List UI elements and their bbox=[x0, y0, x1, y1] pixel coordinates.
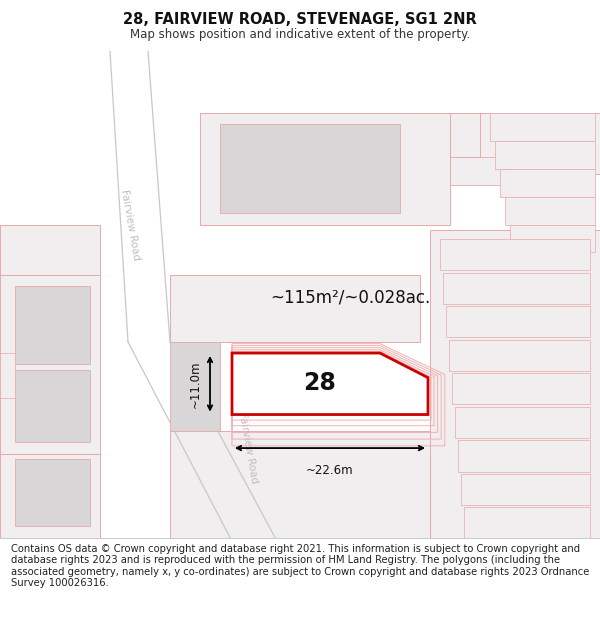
Polygon shape bbox=[510, 224, 595, 253]
Polygon shape bbox=[490, 112, 595, 141]
Polygon shape bbox=[449, 339, 590, 371]
Polygon shape bbox=[458, 440, 590, 471]
Polygon shape bbox=[15, 370, 90, 442]
Polygon shape bbox=[446, 306, 590, 338]
Polygon shape bbox=[220, 124, 400, 213]
Text: Fairview Road: Fairview Road bbox=[119, 188, 141, 261]
Polygon shape bbox=[232, 353, 428, 414]
Polygon shape bbox=[15, 286, 90, 364]
Text: Map shows position and indicative extent of the property.: Map shows position and indicative extent… bbox=[130, 28, 470, 41]
Text: ~22.6m: ~22.6m bbox=[306, 464, 354, 477]
Polygon shape bbox=[15, 459, 90, 526]
Polygon shape bbox=[200, 112, 450, 224]
Polygon shape bbox=[495, 141, 595, 169]
Polygon shape bbox=[128, 342, 275, 538]
Polygon shape bbox=[170, 342, 220, 431]
Polygon shape bbox=[0, 454, 100, 538]
Text: ~115m²/~0.028ac.: ~115m²/~0.028ac. bbox=[270, 288, 430, 306]
Polygon shape bbox=[500, 169, 595, 197]
Polygon shape bbox=[461, 474, 590, 505]
Polygon shape bbox=[170, 275, 420, 342]
Polygon shape bbox=[480, 112, 600, 174]
Text: ~11.0m: ~11.0m bbox=[189, 360, 202, 408]
Text: 28: 28 bbox=[304, 371, 337, 395]
Text: Contains OS data © Crown copyright and database right 2021. This information is : Contains OS data © Crown copyright and d… bbox=[11, 544, 589, 588]
Text: 28, FAIRVIEW ROAD, STEVENAGE, SG1 2NR: 28, FAIRVIEW ROAD, STEVENAGE, SG1 2NR bbox=[123, 12, 477, 28]
Polygon shape bbox=[443, 272, 590, 304]
Polygon shape bbox=[0, 224, 100, 275]
Polygon shape bbox=[464, 508, 590, 539]
Polygon shape bbox=[452, 373, 590, 404]
Polygon shape bbox=[505, 197, 595, 224]
Polygon shape bbox=[450, 158, 510, 186]
Text: Fairview Road: Fairview Road bbox=[237, 412, 259, 484]
Polygon shape bbox=[455, 407, 590, 438]
Polygon shape bbox=[110, 51, 170, 342]
Polygon shape bbox=[430, 230, 600, 538]
Polygon shape bbox=[450, 112, 540, 158]
Polygon shape bbox=[0, 353, 15, 398]
Polygon shape bbox=[440, 239, 590, 271]
Polygon shape bbox=[0, 275, 100, 454]
Polygon shape bbox=[170, 431, 430, 538]
